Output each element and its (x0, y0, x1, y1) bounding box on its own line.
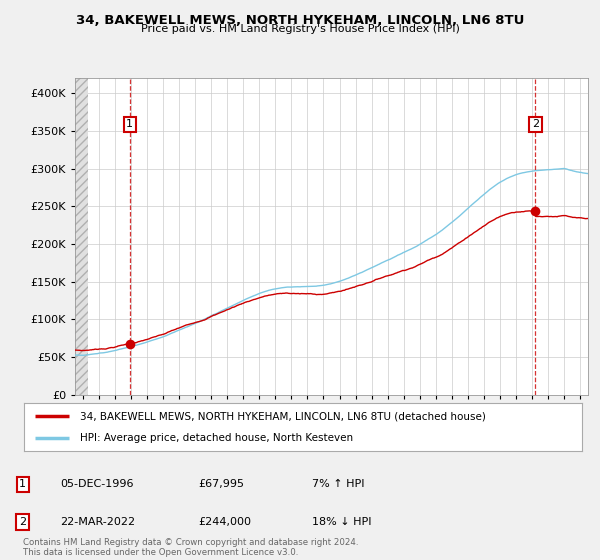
Text: 22-MAR-2022: 22-MAR-2022 (60, 517, 135, 527)
Text: 34, BAKEWELL MEWS, NORTH HYKEHAM, LINCOLN, LN6 8TU: 34, BAKEWELL MEWS, NORTH HYKEHAM, LINCOL… (76, 14, 524, 27)
Text: 34, BAKEWELL MEWS, NORTH HYKEHAM, LINCOLN, LN6 8TU (detached house): 34, BAKEWELL MEWS, NORTH HYKEHAM, LINCOL… (80, 411, 485, 421)
Bar (75, 78, 88, 395)
Text: 1: 1 (127, 119, 133, 129)
Text: £244,000: £244,000 (198, 517, 251, 527)
Text: £67,995: £67,995 (198, 479, 244, 489)
Text: 05-DEC-1996: 05-DEC-1996 (60, 479, 133, 489)
Text: 1: 1 (19, 479, 26, 489)
Text: 2: 2 (532, 119, 539, 129)
Text: 18% ↓ HPI: 18% ↓ HPI (312, 517, 371, 527)
Text: Price paid vs. HM Land Registry's House Price Index (HPI): Price paid vs. HM Land Registry's House … (140, 24, 460, 34)
Text: HPI: Average price, detached house, North Kesteven: HPI: Average price, detached house, Nort… (80, 433, 353, 443)
Text: 7% ↑ HPI: 7% ↑ HPI (312, 479, 365, 489)
Text: 2: 2 (19, 517, 26, 527)
Text: Contains HM Land Registry data © Crown copyright and database right 2024.
This d: Contains HM Land Registry data © Crown c… (23, 538, 358, 557)
